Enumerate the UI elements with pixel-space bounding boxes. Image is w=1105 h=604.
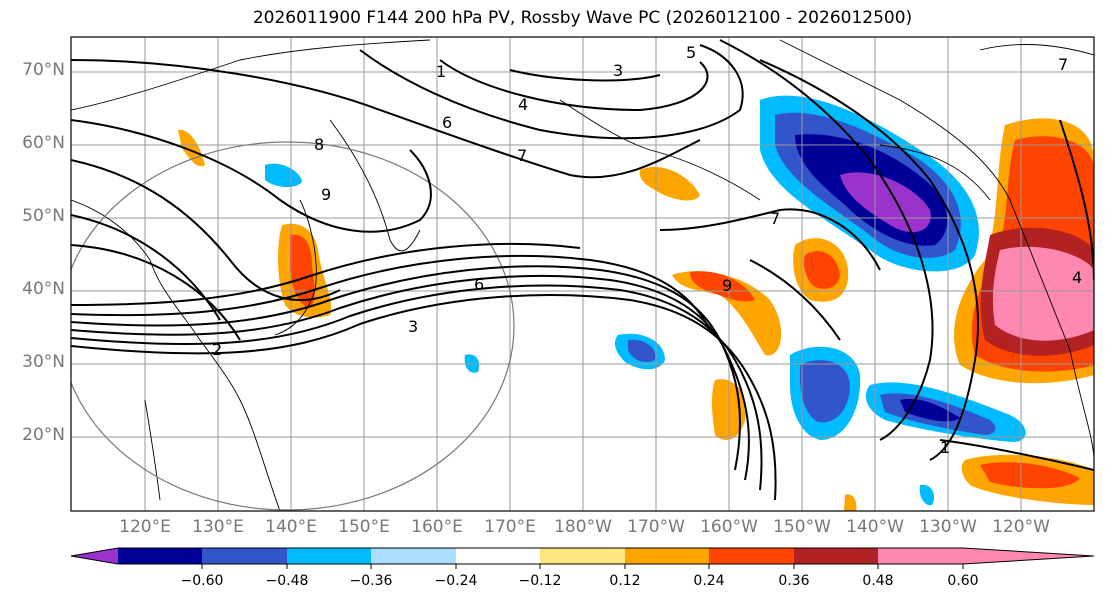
lat-label: 70°N xyxy=(22,60,65,80)
colorbar-segment xyxy=(794,548,878,564)
colorbar-segment xyxy=(371,548,456,564)
lon-label: 130°E xyxy=(192,517,244,537)
colorbar-segment xyxy=(118,548,202,564)
colorbar-ticks xyxy=(201,564,964,569)
contour-label: 7 xyxy=(1058,55,1068,74)
lon-label: 140°E xyxy=(265,517,317,537)
colorbar-segment xyxy=(625,548,709,564)
colorbar-segment xyxy=(540,548,625,564)
lat-label: 30°N xyxy=(22,352,65,372)
colorbar-tick-label: 0.24 xyxy=(693,573,725,589)
map-frame xyxy=(70,36,1095,512)
colorbar-outline xyxy=(70,547,1095,565)
contour-label: 3 xyxy=(408,317,418,336)
colorbar-tick-label: −0.24 xyxy=(434,573,478,589)
colorbar-tick-label: −0.48 xyxy=(265,573,309,589)
colorbar-segment xyxy=(287,548,371,564)
pv-contours xyxy=(71,39,1094,501)
lon-label: 180°W xyxy=(554,517,612,537)
colorbar-tick-label: 0.48 xyxy=(862,573,894,589)
contour-label: 9 xyxy=(722,276,732,295)
contour-label: 7 xyxy=(517,146,527,165)
colorbar-extend-high xyxy=(963,548,1094,564)
colorbar xyxy=(70,547,1095,569)
anomaly-shading xyxy=(178,95,1094,511)
contour-label: 9 xyxy=(321,185,331,204)
contour-label: 6 xyxy=(442,113,452,132)
colorbar-tick-label: −0.60 xyxy=(180,573,224,589)
contour-label: 5 xyxy=(686,43,696,62)
contour-label: 1 xyxy=(940,438,950,457)
contour-label: 2 xyxy=(212,340,222,359)
lon-label: 170°E xyxy=(484,517,536,537)
colorbar-segment xyxy=(709,548,794,564)
contour-label: 1 xyxy=(436,62,446,81)
lat-label: 40°N xyxy=(22,279,65,299)
contour-label: 7 xyxy=(770,209,780,228)
lon-label: 140°W xyxy=(846,517,904,537)
lat-label: 20°N xyxy=(22,425,65,445)
colorbar-segment xyxy=(456,548,540,564)
colorbar-segment xyxy=(202,548,287,564)
contour-label: 8 xyxy=(314,135,324,154)
lon-label: 120°E xyxy=(119,517,171,537)
colorbar-tick-label: 0.12 xyxy=(609,573,641,589)
contour-label: 4 xyxy=(1072,268,1082,287)
colorbar-tick-label: 0.36 xyxy=(778,573,810,589)
lon-label: 160°E xyxy=(411,517,463,537)
colorbar-tick-label: −0.36 xyxy=(349,573,393,589)
chart-title: 2026011900 F144 200 hPa PV, Rossby Wave … xyxy=(252,8,913,28)
lon-label: 120°W xyxy=(992,517,1050,537)
contour-label: 6 xyxy=(474,275,484,294)
lon-label: 150°W xyxy=(773,517,831,537)
colorbar-tick-label: −0.12 xyxy=(518,573,562,589)
contour-label: 4 xyxy=(518,95,528,114)
lon-label: 130°W xyxy=(919,517,977,537)
colorbar-tick-label: 0.60 xyxy=(947,573,979,589)
colorbar-segment xyxy=(878,548,963,564)
highlight-circle xyxy=(71,141,515,511)
lat-label: 50°N xyxy=(22,206,65,226)
colorbar-extend-low xyxy=(71,548,118,564)
lon-label: 160°W xyxy=(700,517,758,537)
contour-labels: 1 3 5 4 6 7 8 9 7 6 9 3 4 7 1 2 xyxy=(212,43,1082,457)
contour-label: 3 xyxy=(613,61,623,80)
lon-label: 170°W xyxy=(627,517,685,537)
lon-label: 150°E xyxy=(338,517,390,537)
lat-label: 60°N xyxy=(22,133,65,153)
